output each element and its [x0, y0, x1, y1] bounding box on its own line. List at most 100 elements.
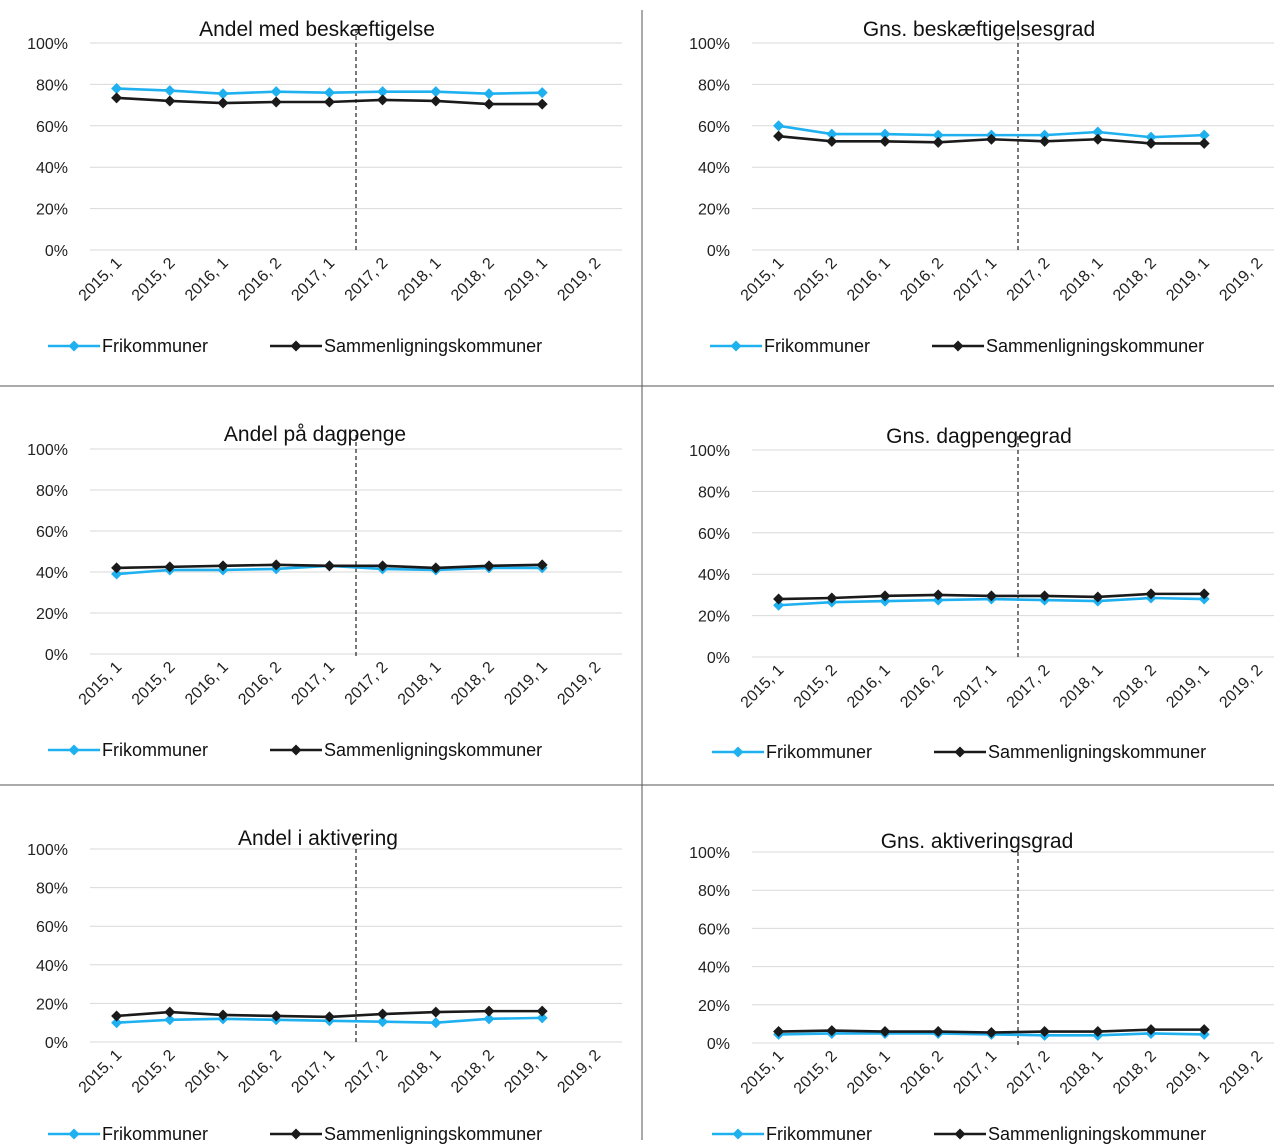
x-tick-label: 2015, 2 [791, 1048, 841, 1098]
data-point [932, 1026, 944, 1038]
x-tick-label: 2017, 2 [342, 1047, 392, 1097]
y-tick-label: 0% [45, 243, 68, 260]
data-point [111, 1017, 123, 1029]
data-point [270, 86, 282, 98]
x-tick-label: 2015, 1 [76, 1047, 126, 1097]
data-point [164, 561, 176, 573]
data-point [164, 95, 176, 107]
x-tick-label: 2019, 1 [501, 255, 551, 305]
y-tick-label: 80% [698, 484, 730, 501]
y-tick-label: 40% [36, 565, 68, 582]
data-point [826, 592, 838, 604]
y-tick-label: 20% [36, 996, 68, 1013]
x-tick-label: 2016, 2 [235, 1047, 285, 1097]
data-point [1092, 1026, 1104, 1038]
data-point [985, 133, 997, 145]
legend-label: Frikommuner [764, 336, 870, 356]
legend-swatch-marker [68, 744, 80, 756]
data-point [217, 1009, 229, 1021]
data-point [985, 1026, 997, 1038]
data-point [1198, 588, 1210, 600]
x-tick-label: 2018, 1 [395, 1047, 445, 1097]
legend: Frikommuner Sammenligningskommuner [710, 336, 1204, 356]
x-tick-label: 2018, 2 [448, 255, 498, 305]
y-tick-label: 40% [36, 958, 68, 975]
data-point [111, 92, 123, 104]
x-tick-label: 2018, 1 [395, 255, 445, 305]
y-tick-label: 40% [36, 160, 68, 177]
x-tick-label: 2019, 2 [1216, 662, 1266, 712]
x-tick-label: 2016, 2 [897, 662, 947, 712]
legend-swatch-marker [730, 340, 742, 352]
data-point [536, 1012, 548, 1024]
data-point [164, 1006, 176, 1018]
data-point [483, 1013, 495, 1025]
x-tick-label: 2017, 2 [342, 255, 392, 305]
y-tick-label: 20% [36, 606, 68, 623]
x-tick-label: 2015, 1 [76, 255, 126, 305]
data-point [323, 560, 335, 572]
legend: Frikommuner Sammenligningskommuner [48, 1124, 542, 1144]
x-tick-label: 2017, 2 [1004, 255, 1054, 305]
x-tick-label: 2017, 1 [288, 659, 338, 709]
data-point [323, 87, 335, 99]
data-point [1039, 129, 1051, 141]
x-tick-label: 2016, 1 [844, 255, 894, 305]
data-point [932, 589, 944, 601]
legend-swatch-marker [68, 340, 80, 352]
x-tick-label: 2015, 2 [129, 255, 179, 305]
legend-label: Frikommuner [102, 1124, 208, 1144]
legend-label: Frikommuner [766, 1124, 872, 1144]
data-point [377, 1016, 389, 1028]
legend: Frikommuner Sammenligningskommuner [48, 740, 542, 760]
y-tick-label: 100% [27, 842, 68, 859]
data-point [111, 83, 123, 95]
x-tick-label: 2019, 2 [554, 1047, 604, 1097]
x-tick-label: 2017, 1 [950, 1048, 1000, 1098]
data-point [1092, 133, 1104, 145]
data-point [826, 1025, 838, 1037]
x-tick-label: 2019, 1 [501, 659, 551, 709]
x-tick-label: 2017, 1 [950, 662, 1000, 712]
x-tick-label: 2017, 1 [288, 255, 338, 305]
x-tick-label: 2019, 1 [1163, 255, 1213, 305]
x-tick-label: 2019, 1 [1163, 1048, 1213, 1098]
legend-label: Frikommuner [766, 742, 872, 762]
y-tick-label: 0% [45, 1035, 68, 1052]
data-point [1198, 137, 1210, 149]
data-point [217, 560, 229, 572]
data-point [111, 1010, 123, 1022]
y-tick-label: 100% [27, 36, 68, 53]
x-tick-label: 2015, 2 [791, 662, 841, 712]
data-point [483, 1005, 495, 1017]
legend-swatch-marker [68, 1128, 80, 1140]
y-tick-label: 60% [36, 524, 68, 541]
x-tick-label: 2016, 1 [844, 1048, 894, 1098]
y-tick-label: 80% [698, 883, 730, 900]
y-tick-label: 60% [698, 526, 730, 543]
y-tick-label: 40% [698, 960, 730, 977]
chart-title: Gns. beskæftigelsesgrad [863, 18, 1095, 41]
data-point [217, 97, 229, 109]
y-tick-label: 100% [689, 845, 730, 862]
legend-label: Frikommuner [102, 336, 208, 356]
x-tick-label: 2016, 2 [235, 659, 285, 709]
data-point [1039, 135, 1051, 147]
data-point [879, 128, 891, 140]
data-point [932, 136, 944, 148]
y-tick-label: 100% [27, 442, 68, 459]
data-point [377, 560, 389, 572]
data-point [773, 599, 785, 611]
y-tick-label: 40% [698, 567, 730, 584]
x-tick-label: 2016, 2 [897, 255, 947, 305]
data-point [1092, 126, 1104, 138]
legend: Frikommuner Sammenligningskommuner [712, 1124, 1206, 1144]
data-point [536, 559, 548, 571]
x-tick-label: 2017, 2 [1004, 1048, 1054, 1098]
x-tick-label: 2019, 1 [1163, 662, 1213, 712]
data-point [1145, 1024, 1157, 1036]
chart-title: Andel på dagpenge [224, 423, 406, 446]
